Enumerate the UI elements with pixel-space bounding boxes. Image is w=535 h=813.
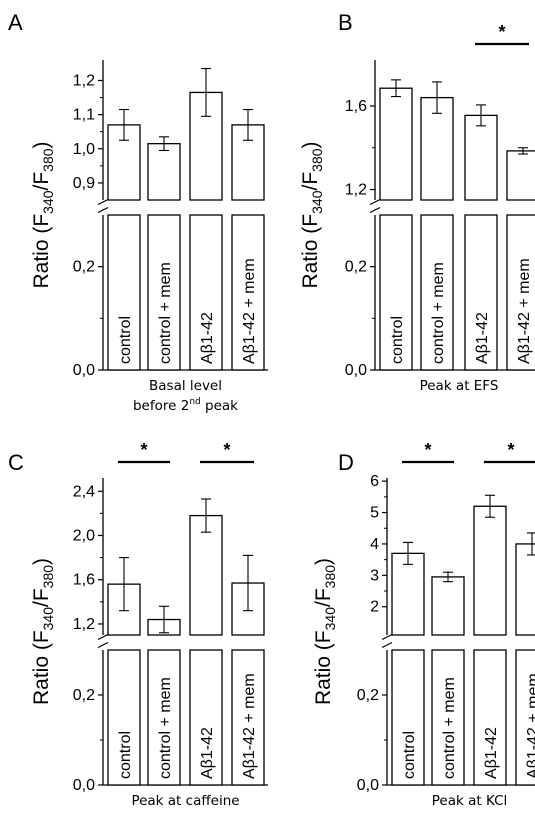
bar-category-label: control + mem — [157, 677, 174, 779]
panel-letter: C — [8, 450, 24, 475]
bar-lower — [420, 214, 454, 371]
axis-break-mark — [97, 198, 109, 206]
bar-lower — [379, 214, 413, 371]
axis-break-mark — [381, 641, 393, 649]
bar-upper — [473, 505, 507, 636]
bar-category-label: Aβ1-42 — [199, 312, 216, 364]
y-tick-label: 5 — [370, 505, 379, 522]
bar-upper — [506, 150, 535, 201]
bar-upper — [379, 87, 413, 201]
axis-break-mark — [369, 198, 381, 206]
y-tick-label: 0,0 — [345, 362, 367, 379]
y-tick-label: 0,0 — [73, 777, 95, 794]
bar-category-label: Aβ1-42 — [483, 727, 500, 779]
panel-letter: D — [338, 450, 354, 475]
y-tick-label: 0,2 — [73, 259, 95, 276]
bar-lower — [231, 649, 265, 786]
bar-lower — [391, 649, 425, 786]
y-tick-label: 6 — [370, 473, 379, 490]
y-axis-label: Ratio (F340/F380) — [299, 141, 325, 288]
bar-category-label: control — [117, 731, 134, 779]
panel-D: D 2 3 4 5 6 0,0 0,2 Ratio (F340/F380) control cont… — [312, 440, 535, 809]
bar-upper — [464, 114, 498, 201]
bar-lower — [189, 649, 223, 786]
significance-star: * — [223, 440, 230, 460]
panel-letter: B — [338, 10, 353, 35]
y-tick-label: 0,0 — [73, 362, 95, 379]
bar-lower — [147, 649, 181, 786]
significance-star: * — [498, 22, 505, 42]
axis-break-mark — [97, 206, 109, 214]
bar-upper — [391, 552, 425, 636]
axis-break-mark — [369, 206, 381, 214]
panel-letter: A — [8, 10, 23, 35]
y-tick-label: 1,6 — [345, 98, 367, 115]
bar-lower — [515, 649, 535, 786]
y-tick-label: 4 — [370, 536, 379, 553]
significance-star: * — [140, 440, 147, 460]
y-tick-label: 0,2 — [357, 687, 379, 704]
x-axis-label: Peak at caffeine — [131, 793, 239, 809]
bar-lower — [189, 214, 223, 371]
bar-lower — [506, 214, 535, 371]
bar-upper — [431, 576, 465, 636]
y-tick-label: 0,2 — [73, 687, 95, 704]
y-axis-label: Ratio (F340/F380) — [312, 558, 338, 705]
bar-upper — [147, 143, 181, 201]
x-axis-label: Peak at EFS — [420, 378, 499, 394]
y-tick-label: 1,2 — [73, 72, 95, 89]
panel-B: B 1,2 1,6 0,0 0,2 Ratio (F340/F380) control con… — [299, 10, 535, 394]
y-tick-label: 3 — [370, 567, 379, 584]
bar-category-label: control — [117, 316, 134, 364]
significance-star: * — [424, 440, 431, 460]
bar-category-label: control — [401, 731, 418, 779]
y-tick-label: 2,0 — [73, 527, 95, 544]
bar-category-label: Aβ1-42 + mem — [516, 258, 533, 364]
panel-A: A 0,9 1,0 1,1 1,2 0,0 0,2 Ratio (F340/F380) cont… — [8, 10, 268, 414]
y-tick-label: 1,1 — [73, 107, 95, 124]
bar-category-label: Aβ1-42 + mem — [241, 673, 258, 779]
y-axis-label: Ratio (F340/F380) — [30, 141, 56, 288]
bar-upper — [107, 124, 141, 201]
bar-category-label: control — [389, 316, 406, 364]
bar-lower — [107, 214, 141, 371]
y-tick-label: 2,4 — [73, 483, 95, 500]
bar-category-label: control + mem — [157, 262, 174, 364]
bar-lower — [231, 214, 265, 371]
y-tick-label: 0,2 — [345, 259, 367, 276]
bar-lower — [431, 649, 465, 786]
bar-category-label: Aβ1-42 — [199, 727, 216, 779]
y-tick-label: 1,6 — [73, 572, 95, 589]
significance-star: * — [507, 440, 514, 460]
x-axis-label: Peak at KCl — [432, 793, 508, 809]
y-tick-label: 0,0 — [357, 777, 379, 794]
y-axis-label: Ratio (F340/F380) — [30, 558, 56, 705]
bar-category-label: Aβ1-42 + mem — [241, 258, 258, 364]
x-axis-label: before 2nd peak — [133, 397, 238, 414]
x-axis-label: Basal level — [149, 378, 222, 394]
bar-category-label: control + mem — [441, 677, 458, 779]
y-tick-label: 1,2 — [73, 616, 95, 633]
bar-lower — [464, 214, 498, 371]
bar-category-label: Aβ1-42 + mem — [525, 673, 535, 779]
bar-lower — [473, 649, 507, 786]
y-tick-label: 0,9 — [73, 175, 95, 192]
y-tick-label: 1,0 — [73, 141, 95, 158]
bar-upper — [189, 514, 223, 636]
axis-break-mark — [381, 633, 393, 641]
bar-lower — [107, 649, 141, 786]
panel-C: C 1,2 1,6 2,0 2,4 0,0 0,2 Ratio (F340/F380) cont… — [8, 440, 268, 809]
axis-break-mark — [97, 633, 109, 641]
bar-category-label: control + mem — [430, 262, 447, 364]
y-tick-label: 1,2 — [345, 182, 367, 199]
bar-upper — [420, 96, 454, 201]
bar-category-label: Aβ1-42 — [474, 312, 491, 364]
axis-break-mark — [97, 641, 109, 649]
y-tick-label: 2 — [370, 599, 379, 616]
bar-lower — [147, 214, 181, 371]
bar-upper — [515, 543, 535, 636]
